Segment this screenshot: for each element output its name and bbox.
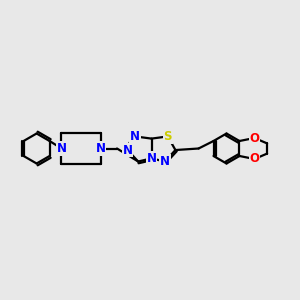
- Text: N: N: [95, 142, 106, 155]
- Text: N: N: [146, 152, 157, 165]
- Text: N: N: [160, 155, 170, 168]
- Text: O: O: [250, 152, 260, 166]
- Text: S: S: [164, 130, 172, 143]
- Text: N: N: [123, 143, 133, 157]
- Text: N: N: [56, 142, 67, 155]
- Text: N: N: [130, 130, 140, 143]
- Text: O: O: [250, 131, 260, 145]
